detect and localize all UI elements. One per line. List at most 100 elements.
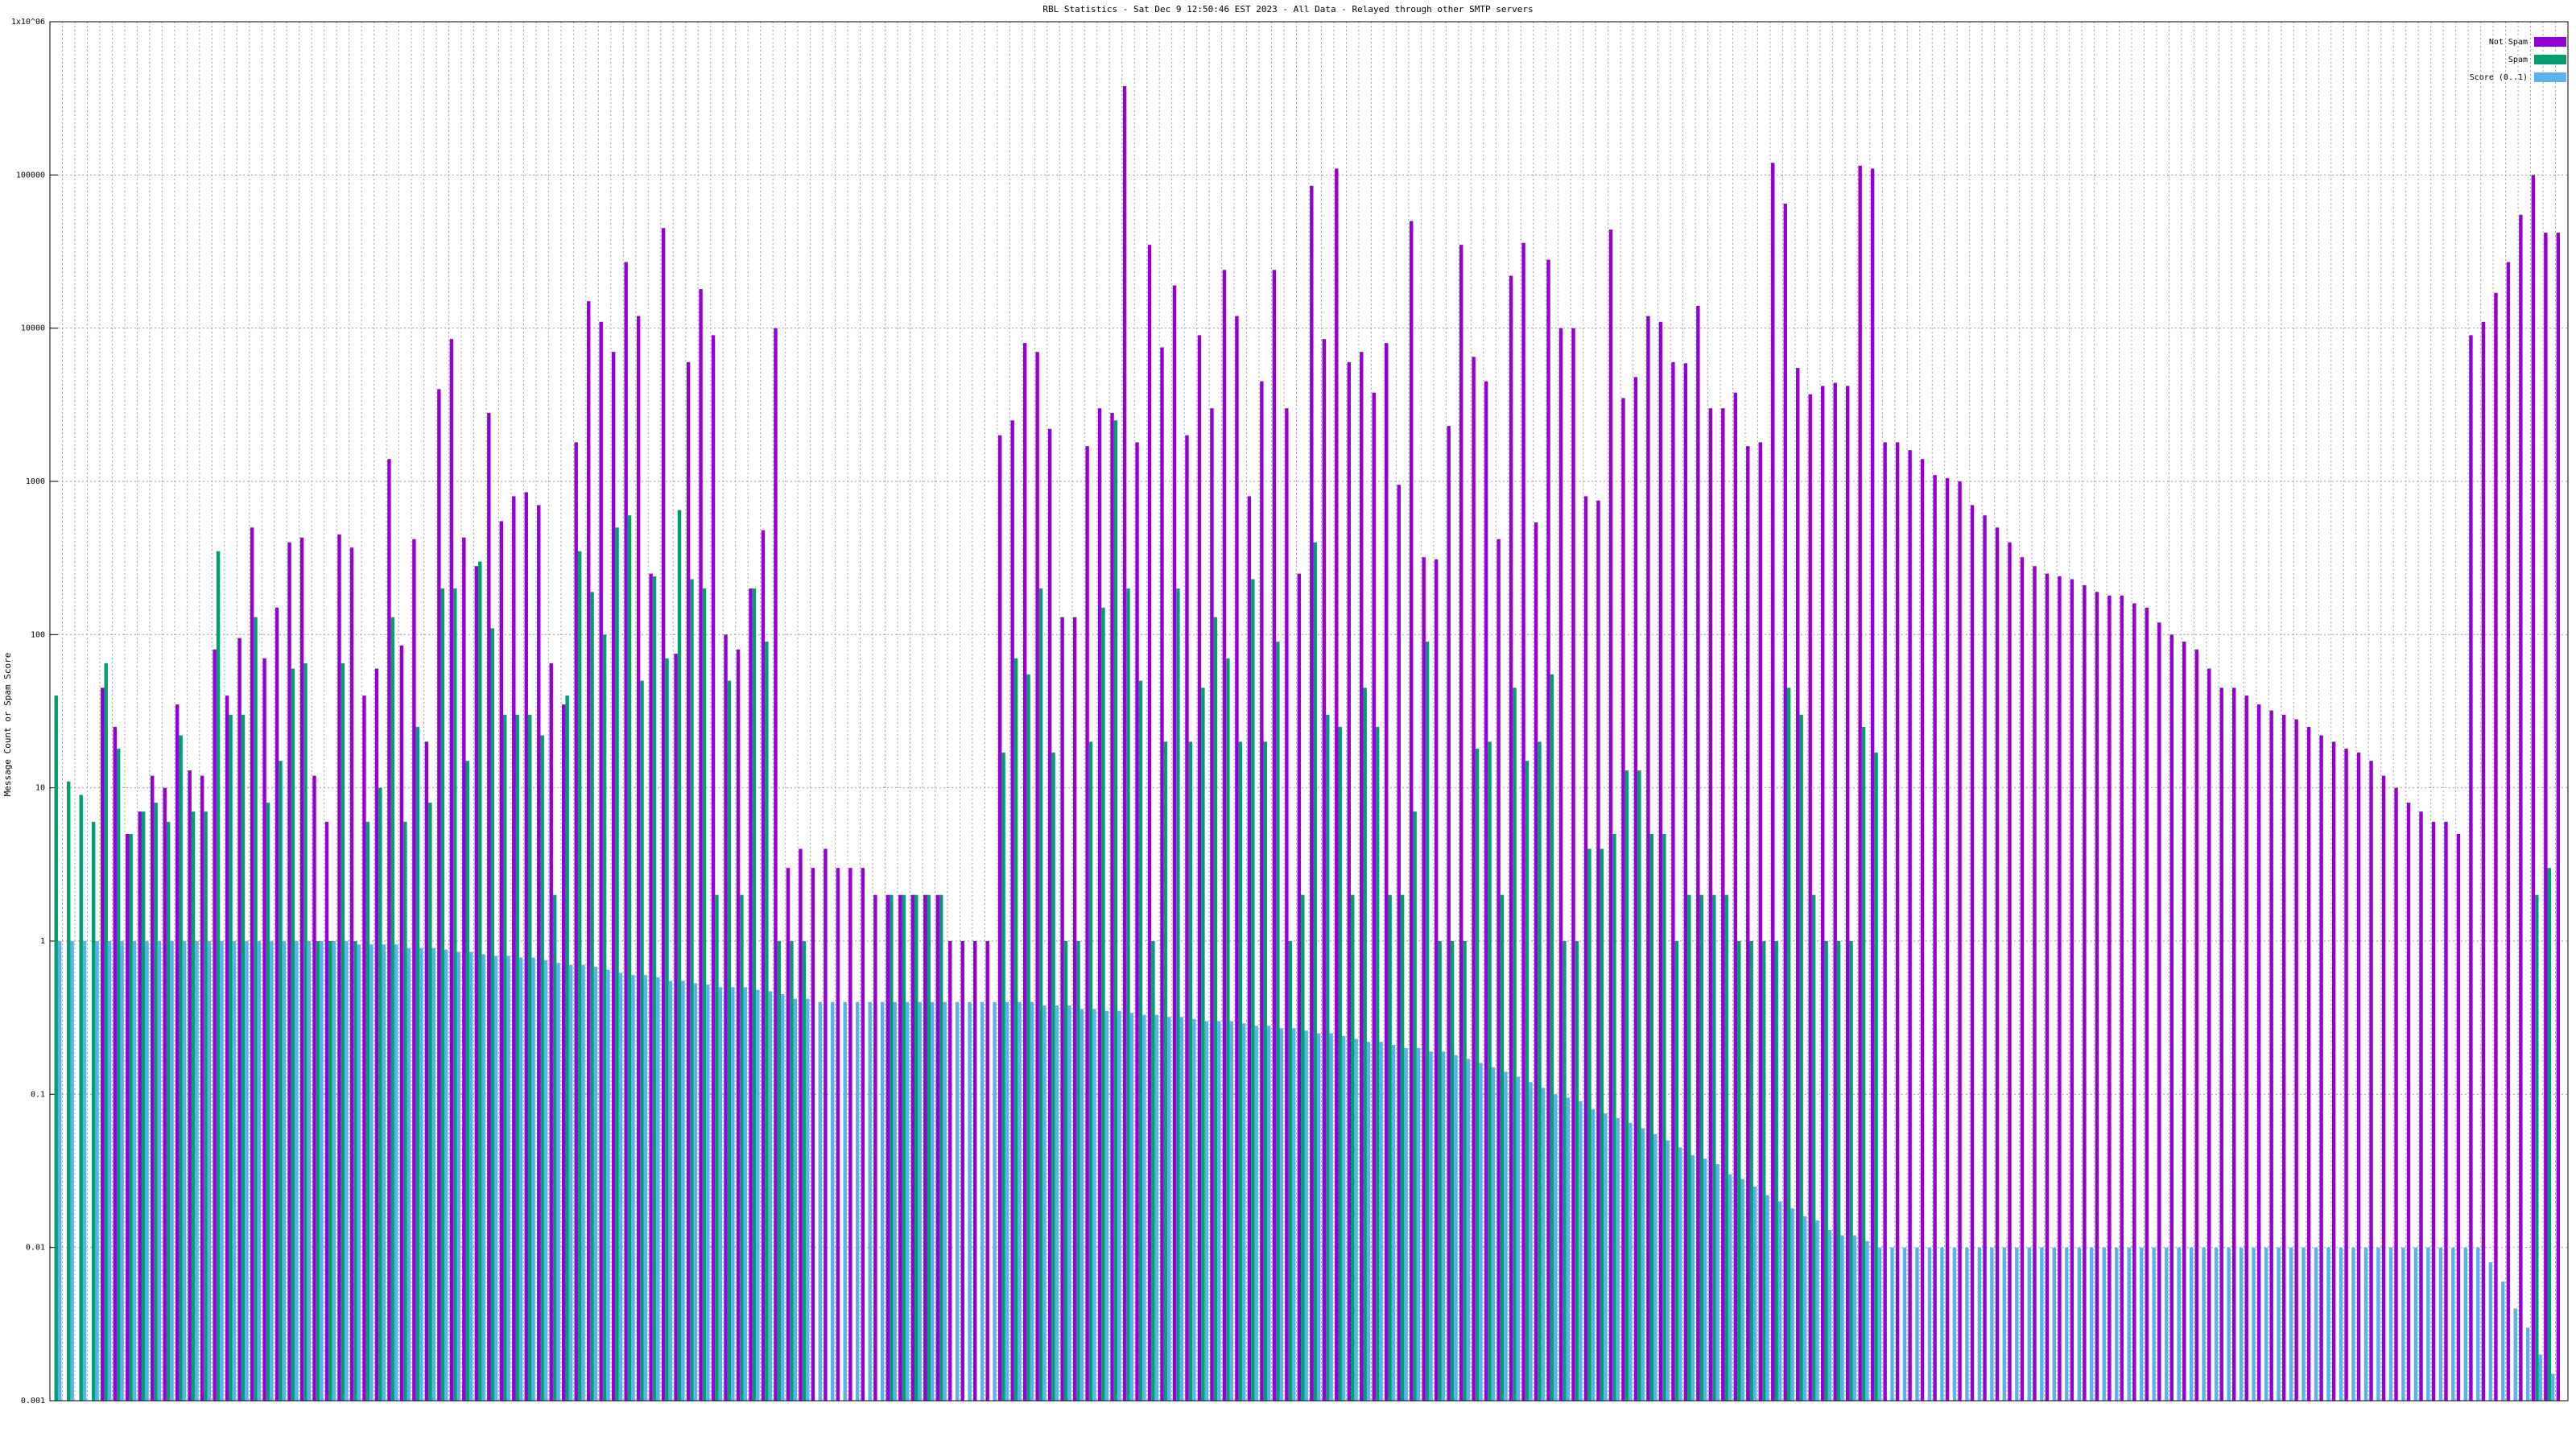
- bar: [1799, 714, 1803, 1401]
- bar: [886, 894, 890, 1401]
- bar: [2519, 214, 2523, 1401]
- bar: [1721, 408, 1725, 1401]
- bar: [577, 551, 582, 1401]
- bar: [1347, 361, 1351, 1402]
- bar: [506, 956, 510, 1401]
- bar: [107, 941, 112, 1401]
- bar: [282, 941, 287, 1401]
- bar: [474, 566, 479, 1401]
- bar: [843, 1001, 847, 1401]
- bar: [250, 527, 254, 1401]
- bar: [116, 749, 121, 1401]
- bar: [1288, 941, 1292, 1401]
- bar: [848, 868, 852, 1401]
- bar: [431, 947, 436, 1401]
- bar: [1051, 752, 1055, 1401]
- bar: [1251, 579, 1255, 1401]
- bar: [2115, 1247, 2119, 1401]
- bar: [175, 704, 180, 1401]
- bar: [1529, 1082, 1533, 1401]
- bar: [1001, 752, 1005, 1401]
- bar: [968, 1001, 972, 1401]
- bar: [1761, 941, 1766, 1401]
- bar: [2120, 595, 2124, 1401]
- bar: [1018, 1001, 1022, 1401]
- bar: [213, 649, 217, 1401]
- bar: [1151, 941, 1155, 1401]
- bar: [802, 941, 807, 1401]
- bar: [316, 941, 320, 1401]
- bar: [1466, 1059, 1471, 1401]
- bar: [1279, 1028, 1283, 1401]
- bar: [216, 551, 221, 1401]
- bar: [1945, 477, 1950, 1401]
- bar: [341, 663, 345, 1401]
- bar: [1658, 321, 1663, 1401]
- bar: [1092, 1009, 1096, 1401]
- bar: [2419, 811, 2423, 1401]
- bar: [640, 680, 644, 1401]
- bar: [1350, 894, 1355, 1401]
- bar: [2344, 749, 2348, 1401]
- bar: [2152, 1247, 2156, 1401]
- bar: [777, 941, 782, 1401]
- bar: [693, 983, 698, 1401]
- bar: [1063, 941, 1068, 1401]
- bar: [2169, 634, 2174, 1401]
- bar: [1591, 1108, 1596, 1401]
- bar: [2232, 687, 2236, 1401]
- bar: [1022, 343, 1027, 1402]
- bar: [2219, 687, 2223, 1401]
- bar: [2556, 233, 2561, 1402]
- bar: [2095, 592, 2099, 1401]
- bar: [752, 588, 757, 1401]
- bar: [1301, 894, 1305, 1401]
- bar: [1413, 811, 1417, 1401]
- bar: [2107, 595, 2112, 1401]
- bar: [1454, 1055, 1458, 1401]
- bar: [602, 634, 607, 1401]
- bar: [2547, 868, 2551, 1401]
- bar: [1516, 1076, 1521, 1401]
- bar: [1285, 408, 1289, 1401]
- bar: [997, 435, 1002, 1401]
- bar: [2326, 1247, 2330, 1401]
- bar: [490, 628, 494, 1401]
- bar: [2314, 1247, 2318, 1401]
- bar: [1908, 450, 1912, 1401]
- bar: [1558, 328, 1563, 1402]
- bar: [1765, 1195, 1769, 1401]
- bar: [1391, 1045, 1396, 1401]
- bar: [1397, 485, 1401, 1401]
- bar: [556, 963, 560, 1401]
- bar: [2157, 622, 2161, 1401]
- bar: [618, 972, 623, 1401]
- bar: [1313, 542, 1317, 1402]
- bar: [531, 957, 535, 1401]
- bar: [1596, 500, 1600, 1401]
- bar: [1217, 1021, 1221, 1401]
- bar: [1010, 420, 1014, 1401]
- bar: [2531, 175, 2536, 1401]
- bar: [2406, 803, 2411, 1401]
- bar: [1566, 1097, 1571, 1401]
- bar: [2339, 1247, 2343, 1401]
- bar: [1192, 1018, 1196, 1401]
- bar: [1666, 1140, 1670, 1401]
- bar: [2102, 1247, 2106, 1401]
- bar: [1260, 381, 1264, 1401]
- bar: [1587, 848, 1591, 1401]
- bar: [481, 954, 485, 1401]
- bar: [1890, 1247, 1894, 1401]
- bar: [154, 803, 158, 1401]
- bar: [324, 821, 329, 1401]
- bar: [948, 941, 952, 1401]
- y-tick-label: 100000: [16, 171, 45, 180]
- bar: [328, 941, 332, 1401]
- bar: [200, 775, 204, 1401]
- y-axis-label: Message Count or Spam Score: [2, 653, 13, 797]
- bar: [880, 1001, 885, 1401]
- bar: [1035, 352, 1039, 1401]
- bar: [1849, 941, 1853, 1401]
- bar: [581, 964, 585, 1401]
